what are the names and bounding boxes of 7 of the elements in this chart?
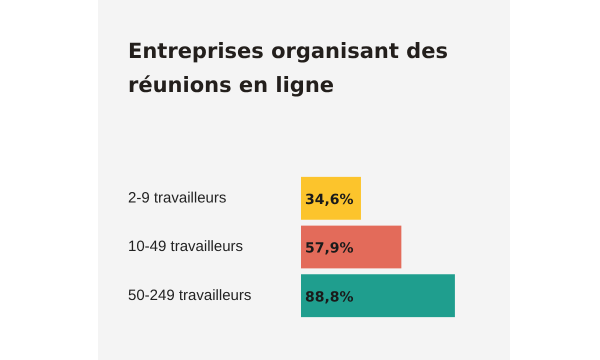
data-label: 34,6% [305, 192, 354, 208]
y-tick-label: 2-9 travailleurs [128, 189, 226, 206]
data-label: 88,8% [305, 289, 354, 306]
y-tick-label: 10-49 travailleurs [128, 238, 244, 256]
y-tick-label: 50-249 travailleurs [128, 286, 252, 304]
data-label: 57,9% [305, 240, 354, 257]
chart-title: Entreprises organisant des réunions en ligne [128, 38, 449, 99]
